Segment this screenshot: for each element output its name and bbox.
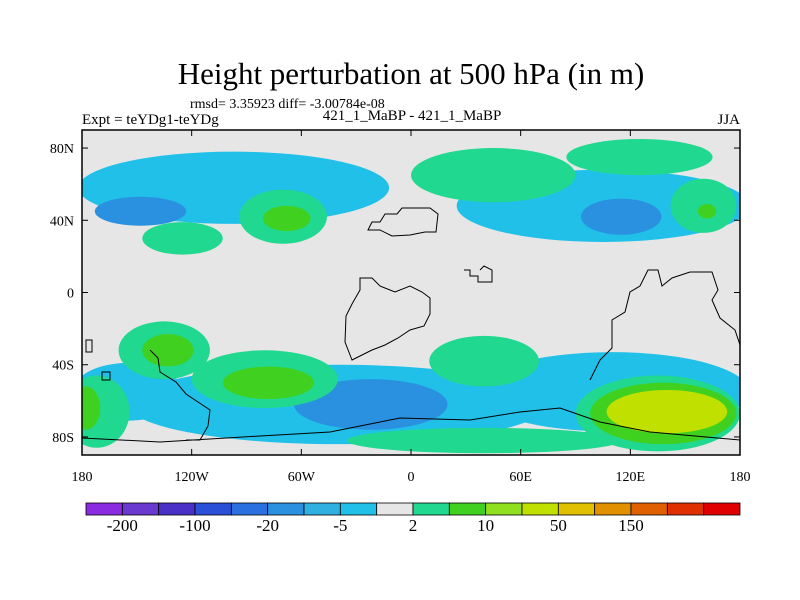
colorbar-swatch-7 <box>339 502 378 516</box>
contour-region-pos-10 <box>142 222 223 255</box>
colorbar-label-2: -20 <box>256 516 279 535</box>
contour-region-pos-16 <box>142 334 194 367</box>
coastline-asia <box>589 269 740 381</box>
coastline-small-island <box>464 265 493 283</box>
colorbar-swatch-17 <box>703 502 741 516</box>
colorbar-swatch-11 <box>485 502 523 516</box>
contour-region-pos-11 <box>411 148 576 203</box>
colorbar-swatch-10 <box>448 502 487 516</box>
y-tick-label-1: 40N <box>50 214 74 229</box>
contour-fill-group <box>82 139 740 454</box>
contour-region-pos-19 <box>429 335 539 387</box>
coastline-south-america <box>149 349 211 441</box>
contour-region-pos-20 <box>347 427 622 454</box>
season-label: JJA <box>717 112 740 128</box>
y-tick-label-4: 80S <box>52 431 74 446</box>
y-tick-label-3: 40S <box>52 359 74 374</box>
colorbar-swatch-13 <box>557 502 596 516</box>
x-tick-label-6: 180 <box>730 470 751 485</box>
contour-region-pos-18 <box>222 366 315 400</box>
colorbar-label-3: -5 <box>333 516 347 535</box>
x-tick-label-3: 0 <box>408 470 415 485</box>
colorbar-swatch-9 <box>412 502 450 516</box>
x-tick-label-2: 60W <box>288 470 316 485</box>
colorbar-swatch-16 <box>666 502 705 516</box>
colorbar-swatch-4 <box>230 502 269 516</box>
colorbar-swatch-2 <box>158 502 196 516</box>
center-label: 421_1_MaBP - 421_1_MaBP <box>323 108 502 124</box>
chart-title: Height perturbation at 500 hPa (in m) <box>178 56 645 91</box>
x-tick-label-4: 60E <box>509 470 532 485</box>
axes-group: 180 120W 60W 0 60E 120E 180 80N 40N 0 40S 80S <box>50 130 751 485</box>
chart-subtitle: rmsd= 3.35923 diff= -3.00784e-08 <box>190 97 385 112</box>
colorbar-label-5: 10 <box>477 516 494 535</box>
contour-region-pos-25 <box>606 390 728 434</box>
colorbar-swatch-1 <box>121 502 160 516</box>
colorbar-swatch-3 <box>194 502 232 516</box>
coastline-group <box>82 207 740 443</box>
colorbar-swatch-6 <box>303 502 341 516</box>
contour-region-neg-7 <box>580 198 662 235</box>
x-tick-label-5: 120E <box>616 470 646 485</box>
x-tick-label-0: 180 <box>72 470 93 485</box>
coastline-europe <box>367 207 439 237</box>
colorbar-label-0: -200 <box>107 516 138 535</box>
contour-region-pos-9 <box>262 205 311 232</box>
contour-region-pos-22 <box>82 386 101 430</box>
colorbar-label-7: 150 <box>618 516 644 535</box>
experiment-label: Expt = teYDg1-teYDg <box>82 112 219 128</box>
colorbar-label-1: -100 <box>179 516 210 535</box>
coastline-africa <box>344 277 431 361</box>
colorbar-swatch-12 <box>521 502 559 516</box>
colorbar: -200 -100 -20 -5 2 10 50 150 <box>85 502 741 535</box>
colorbar-label-4: 2 <box>409 516 418 535</box>
y-tick-label-2: 0 <box>67 287 74 302</box>
contour-region-pos-14 <box>697 204 717 219</box>
colorbar-swatch-8 <box>376 502 414 516</box>
contour-region-pos-12 <box>566 139 713 176</box>
colorbar-swatch-15 <box>630 502 668 516</box>
colorbar-label-6: 50 <box>550 516 567 535</box>
colorbar-swatch-14 <box>594 502 632 516</box>
coastline-pacific-islands <box>85 339 111 381</box>
x-tick-label-1: 120W <box>175 470 210 485</box>
y-tick-label-0: 80N <box>50 142 74 157</box>
contour-region-neg-6 <box>294 379 448 430</box>
colorbar-swatch-0 <box>85 502 123 516</box>
colorbar-swatch-5 <box>267 502 305 516</box>
coastline-antarctica <box>82 407 740 443</box>
contour-region-neg-5 <box>94 196 187 226</box>
